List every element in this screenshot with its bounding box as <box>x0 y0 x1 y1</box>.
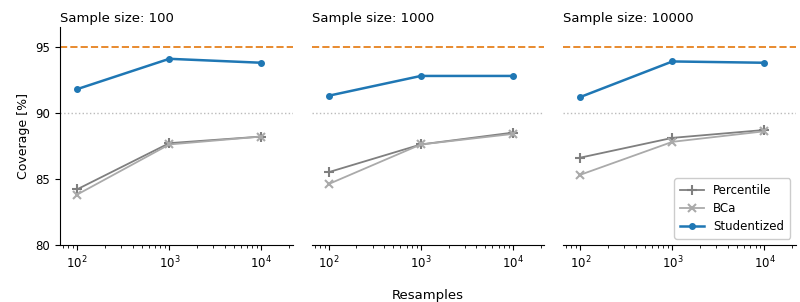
Line: BCa: BCa <box>325 130 517 188</box>
BCa <box>73 193 82 196</box>
BCa <box>165 143 174 146</box>
BCa <box>760 130 770 133</box>
BCa <box>508 132 518 136</box>
BCa <box>257 135 266 138</box>
Line: Studentized: Studentized <box>74 56 264 92</box>
Percentile <box>667 136 677 140</box>
Studentized <box>667 59 677 63</box>
Text: Sample size: 1000: Sample size: 1000 <box>311 11 434 25</box>
Studentized <box>575 95 585 99</box>
BCa <box>416 143 426 146</box>
Y-axis label: Coverage [%]: Coverage [%] <box>17 93 30 179</box>
Studentized <box>165 57 174 61</box>
Studentized <box>760 61 770 65</box>
Text: Sample size: 10000: Sample size: 10000 <box>563 11 694 25</box>
Studentized <box>257 61 266 65</box>
Studentized <box>73 87 82 91</box>
Studentized <box>324 94 334 98</box>
Percentile <box>760 128 770 132</box>
BCa <box>575 173 585 177</box>
BCa <box>667 140 677 144</box>
Line: Percentile: Percentile <box>575 125 770 162</box>
Line: Studentized: Studentized <box>578 59 767 100</box>
Studentized <box>508 74 518 78</box>
Percentile <box>324 170 334 174</box>
BCa <box>324 182 334 186</box>
Percentile <box>416 143 426 146</box>
Legend: Percentile, BCa, Studentized: Percentile, BCa, Studentized <box>674 178 790 239</box>
Text: Sample size: 100: Sample size: 100 <box>60 11 174 25</box>
Line: BCa: BCa <box>73 132 266 199</box>
Line: Percentile: Percentile <box>72 132 266 194</box>
Line: Studentized: Studentized <box>326 73 516 98</box>
Percentile <box>257 135 266 138</box>
Percentile <box>73 188 82 191</box>
Line: Percentile: Percentile <box>324 128 518 177</box>
Percentile <box>575 156 585 159</box>
Percentile <box>165 141 174 145</box>
Text: Resamples: Resamples <box>392 289 464 302</box>
Line: BCa: BCa <box>576 127 769 179</box>
Percentile <box>508 131 518 134</box>
Studentized <box>416 74 426 78</box>
